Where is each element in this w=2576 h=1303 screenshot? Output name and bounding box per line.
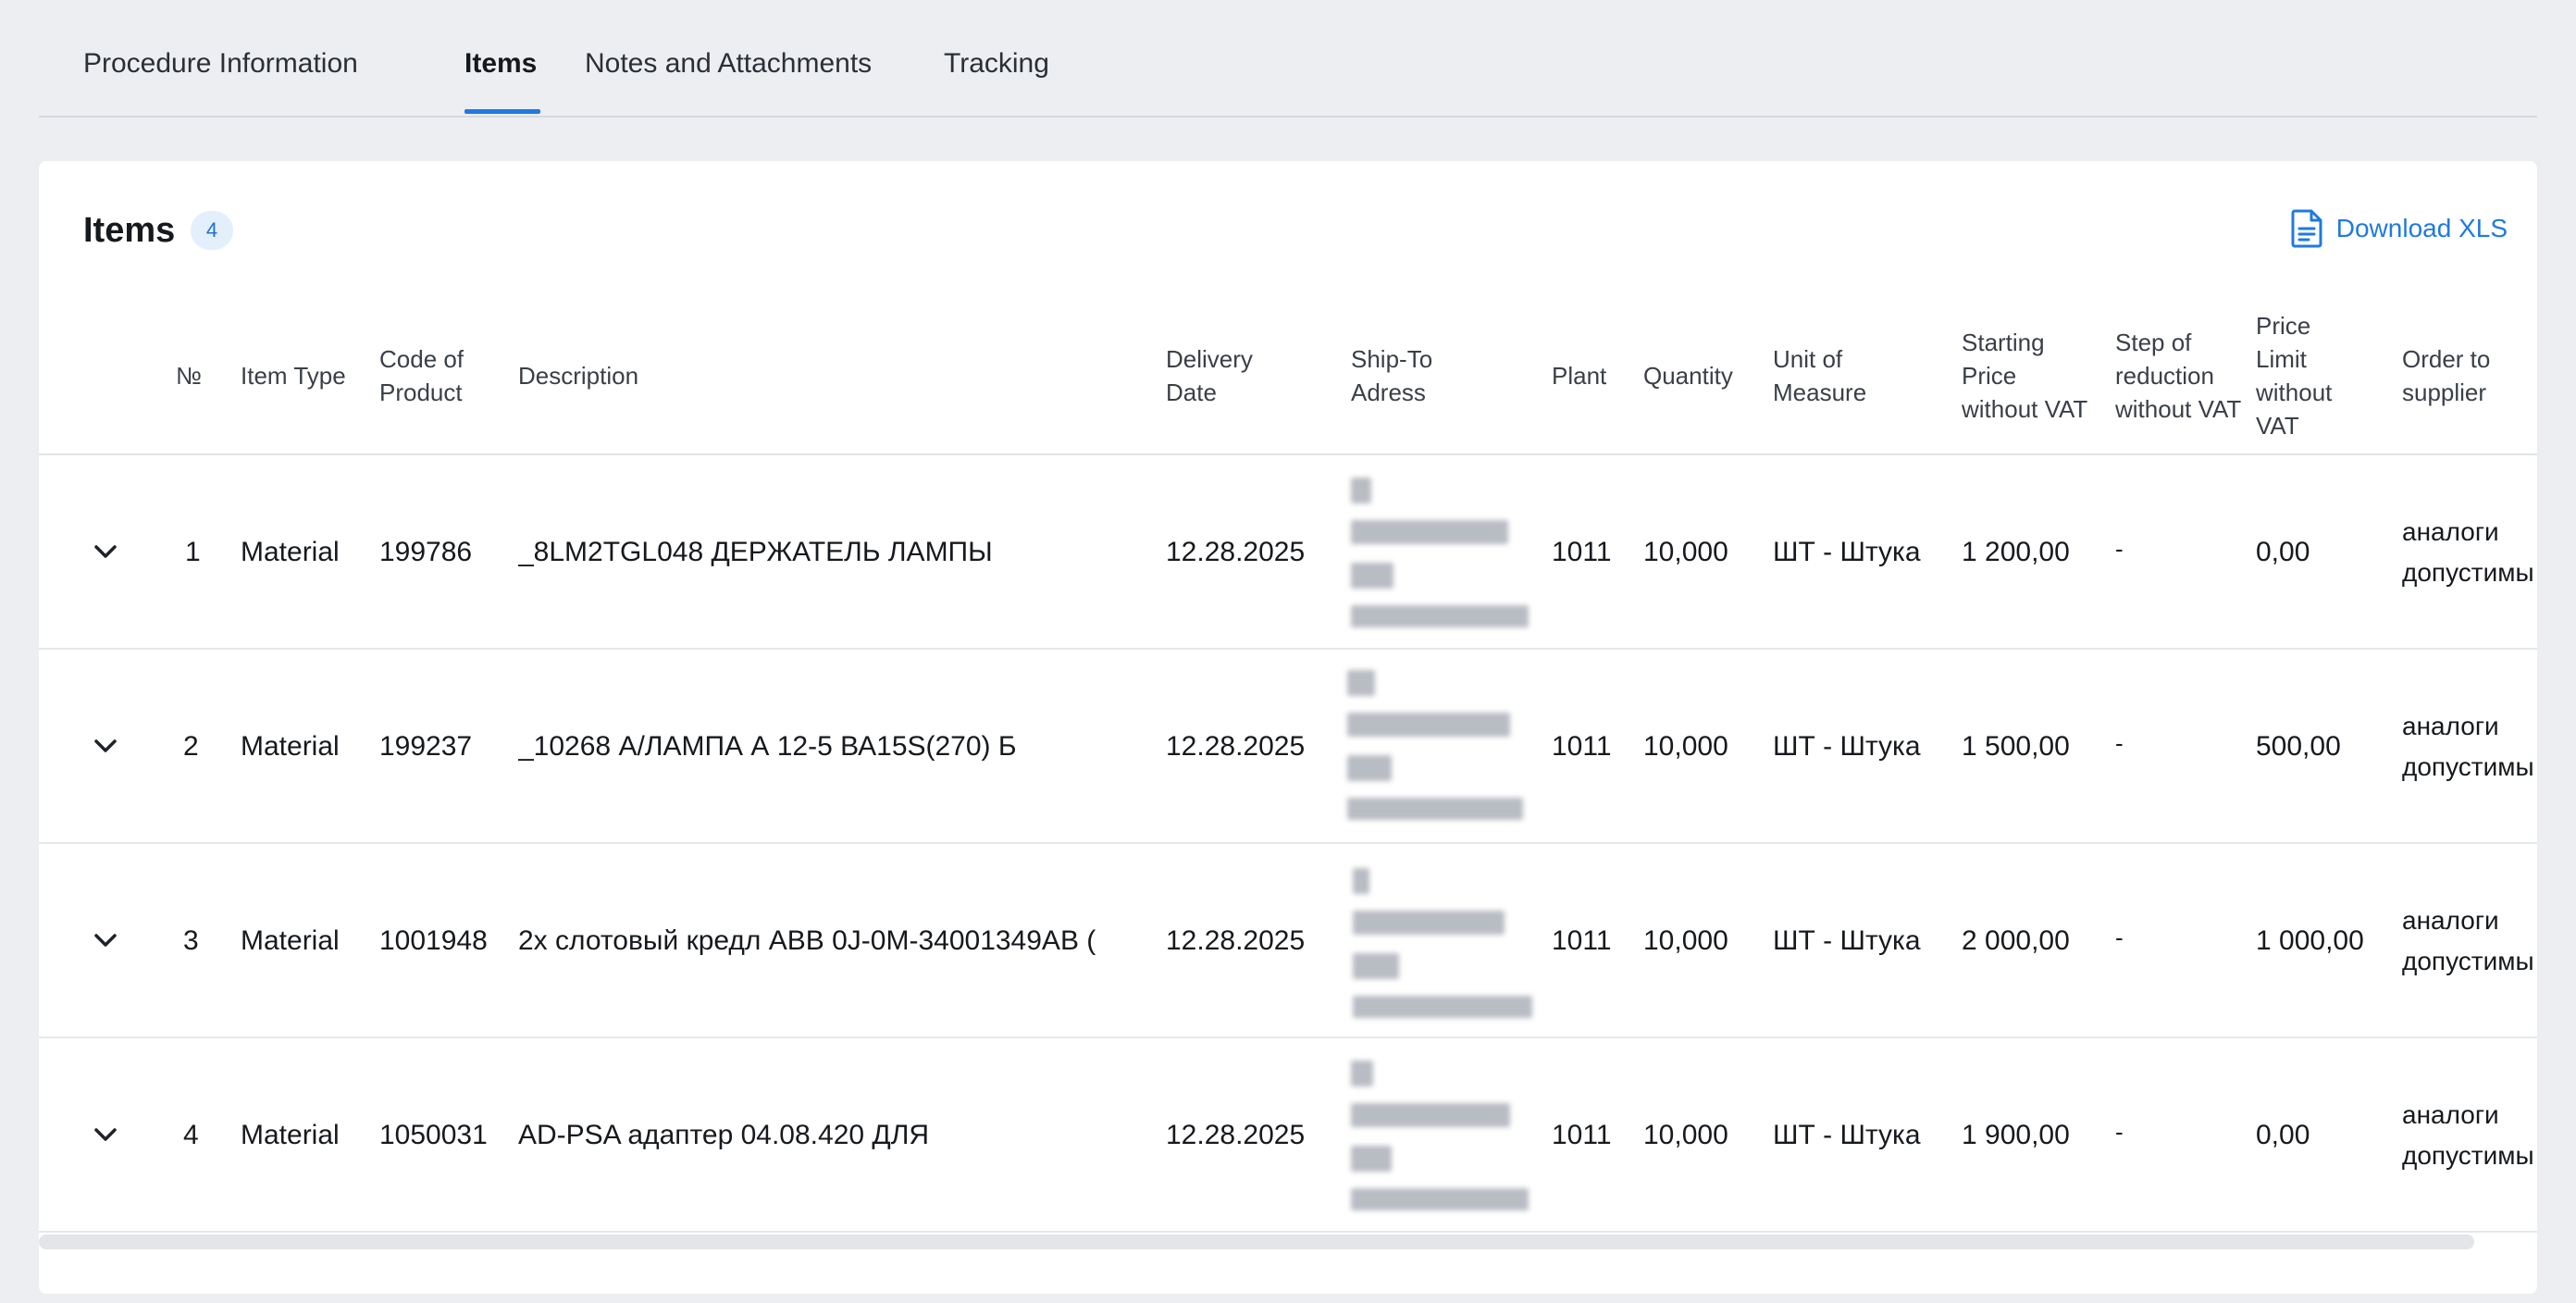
ship-to-address-redacted [1351,1057,1536,1218]
description: _8LM2TGL048 ДЕРЖАТЕЛЬ ЛАМПЫ [518,537,993,567]
product-code: 199237 [379,731,473,762]
chevron-down-icon[interactable] [91,1120,120,1149]
header-starting-price: Starting Price without VAT [1962,329,2088,423]
plant: 1011 [1552,1120,1612,1150]
header-plant: Plant [1552,362,1607,390]
product-code: 1001948 [379,925,488,956]
table-row[interactable]: 4 Material 1050031 AD-PSA адаптер 04.08.… [39,1038,2537,1233]
item-type: Material [241,537,340,567]
ship-to-address-redacted [1353,862,1538,1024]
order-to-supplier: аналоги допустимы [2402,844,2537,1038]
item-type: Material [241,925,340,956]
price-limit: 0,00 [2256,537,2310,567]
table-row[interactable]: 3 Material 1001948 2х слотовый кредл ABB… [39,844,2537,1038]
items-count-badge: 4 [191,211,233,250]
row-number: 4 [183,1120,199,1150]
order-line-2: допустимы [2402,752,2534,781]
header-ship-to-address: Ship-To Adress [1351,345,1433,406]
starting-price: 1 500,00 [1962,731,2070,762]
header-number: № [176,362,202,390]
quantity: 10,000 [1643,731,1728,762]
horizontal-scrollbar[interactable] [39,1235,2474,1249]
header-delivery-date: Delivery Date [1166,345,1253,406]
row-number: 2 [183,731,199,762]
step-of-reduction: - [2115,924,2124,951]
header-code-of-product: Code of Product [379,345,464,406]
description: 2х слотовый кредл ABB 0J-0M-34001349AB ( [518,925,1096,956]
delivery-date: 12.28.2025 [1166,731,1306,762]
tab-bar: Procedure Information Items Notes and At… [39,0,2537,118]
header-price-limit: Price Limit without VAT [2256,312,2333,440]
plant: 1011 [1552,731,1612,762]
step-of-reduction: - [2115,1118,2124,1146]
header-quantity: Quantity [1643,362,1733,390]
table-row[interactable]: 1 Material 199786 _8LM2TGL048 ДЕРЖАТЕЛЬ … [39,455,2537,650]
quantity: 10,000 [1643,537,1728,567]
order-to-supplier: аналоги допустимы [2402,455,2537,650]
item-type: Material [241,1120,340,1150]
unit-of-measure: ШТ - Штука [1773,925,1921,956]
product-code: 1050031 [379,1120,488,1150]
active-tab-indicator [464,109,540,114]
unit-of-measure: ШТ - Штука [1773,731,1921,762]
item-type: Material [241,731,340,762]
delivery-date: 12.28.2025 [1166,1120,1306,1150]
description: _10268 А/ЛАМПА А 12-5 ВА15S(270) Б [518,731,1017,762]
starting-price: 2 000,00 [1962,925,2070,956]
ship-to-address-redacted [1351,474,1536,635]
chevron-down-icon[interactable] [91,731,120,761]
delivery-date: 12.28.2025 [1166,537,1306,567]
unit-of-measure: ШТ - Штука [1773,537,1921,567]
step-of-reduction: - [2115,729,2124,757]
plant: 1011 [1552,925,1612,956]
order-line-1: аналоги [2402,712,2499,740]
chevron-down-icon[interactable] [91,925,120,955]
tab-tracking[interactable]: Tracking [944,48,1049,79]
step-of-reduction: - [2115,535,2124,563]
order-line-2: допустимы [2402,947,2534,975]
row-number: 3 [183,925,199,956]
chevron-down-icon[interactable] [91,537,120,566]
price-limit: 0,00 [2256,1120,2310,1150]
document-icon [2290,209,2323,248]
tab-notes-and-attachments[interactable]: Notes and Attachments [585,48,873,79]
download-xls-label: Download XLS [2335,214,2508,242]
header-description: Description [518,362,639,390]
download-xls-button[interactable]: Download XLS [2290,209,2508,248]
order-line-1: аналоги [2402,1100,2499,1129]
order-line-1: аналоги [2402,517,2499,546]
unit-of-measure: ШТ - Штука [1773,1120,1921,1150]
items-title: Items [83,211,176,250]
tab-procedure-information[interactable]: Procedure Information [83,48,358,79]
ship-to-address-redacted [1347,668,1532,829]
order-line-2: допустимы [2402,1141,2534,1170]
price-limit: 500,00 [2256,731,2341,762]
order-to-supplier: аналоги допустимы [2402,650,2537,844]
starting-price: 1 200,00 [1962,537,2070,567]
header-unit-of-measure: Unit of Measure [1773,345,1867,406]
tab-items[interactable]: Items [464,48,538,79]
order-line-1: аналоги [2402,906,2499,935]
header-step-of-reduction: Step of reduction without VAT [2115,329,2242,423]
description: AD-PSA адаптер 04.08.420 ДЛЯ [518,1120,930,1150]
starting-price: 1 900,00 [1962,1120,2070,1150]
order-line-2: допустимы [2402,558,2534,587]
quantity: 10,000 [1643,1120,1728,1150]
delivery-date: 12.28.2025 [1166,925,1306,956]
product-code: 199786 [379,537,473,567]
row-number: 1 [185,537,201,567]
table-row[interactable]: 2 Material 199237 _10268 А/ЛАМПА А 12-5 … [39,650,2537,844]
price-limit: 1 000,00 [2256,925,2364,956]
header-item-type: Item Type [241,362,346,390]
header-order-to-supplier: Order to supplier [2402,345,2491,406]
plant: 1011 [1552,537,1612,567]
table-header: № Item Type Code of Product Description … [39,296,2537,455]
order-to-supplier: аналоги допустимы [2402,1038,2537,1233]
quantity: 10,000 [1643,925,1728,956]
items-card: Items 4 Download XLS № Item Type Code of… [39,161,2537,1294]
